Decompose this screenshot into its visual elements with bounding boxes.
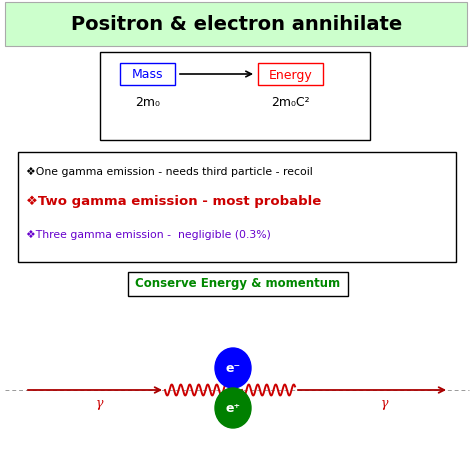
Ellipse shape	[215, 388, 251, 428]
Text: e⁻: e⁻	[226, 361, 241, 375]
Ellipse shape	[215, 348, 251, 388]
FancyBboxPatch shape	[120, 63, 175, 85]
FancyBboxPatch shape	[100, 52, 370, 140]
FancyBboxPatch shape	[5, 2, 467, 46]
FancyBboxPatch shape	[128, 272, 348, 296]
Text: γ: γ	[96, 398, 104, 410]
Text: ❖Two gamma emission - most probable: ❖Two gamma emission - most probable	[26, 196, 321, 209]
Text: e⁺: e⁺	[226, 401, 241, 415]
Text: ❖Three gamma emission -  negligible (0.3%): ❖Three gamma emission - negligible (0.3%…	[26, 230, 271, 240]
FancyBboxPatch shape	[18, 152, 456, 262]
Text: ❖One gamma emission - needs third particle - recoil: ❖One gamma emission - needs third partic…	[26, 167, 313, 177]
Text: 2m₀C²: 2m₀C²	[271, 95, 310, 109]
Text: Positron & electron annihilate: Positron & electron annihilate	[72, 15, 402, 33]
FancyBboxPatch shape	[258, 63, 323, 85]
Text: Energy: Energy	[269, 69, 312, 81]
Text: γ: γ	[381, 398, 389, 410]
Text: Conserve Energy & momentum: Conserve Energy & momentum	[136, 277, 340, 290]
Text: Mass: Mass	[132, 69, 163, 81]
Text: 2m₀: 2m₀	[135, 95, 160, 109]
